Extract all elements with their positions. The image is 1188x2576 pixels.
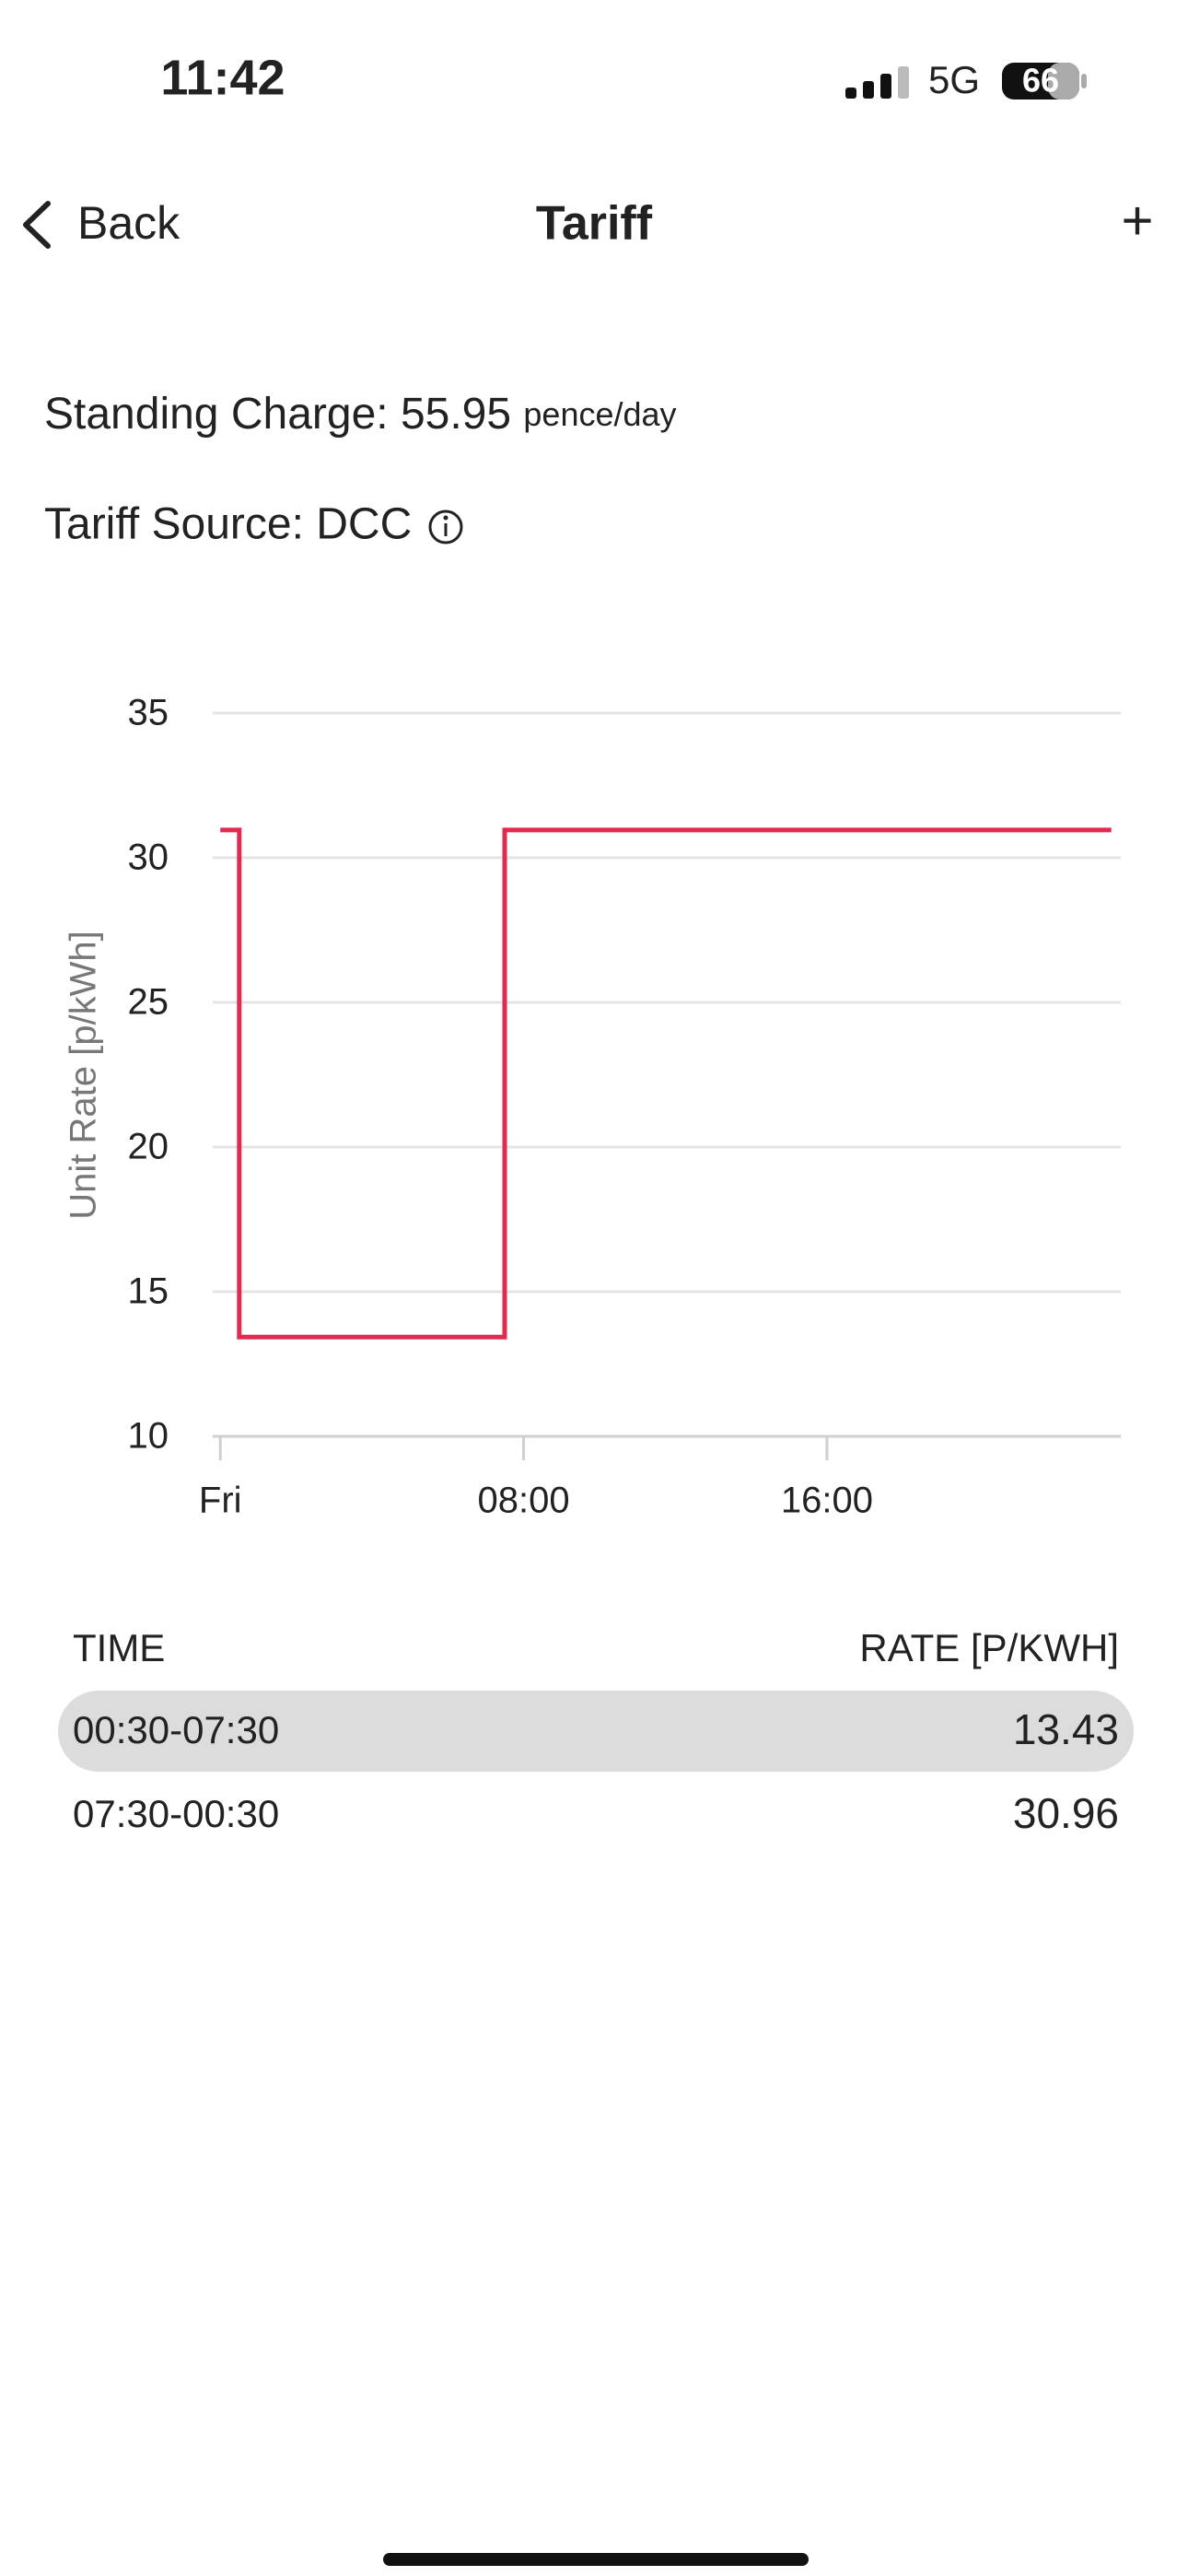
back-button[interactable]: Back [77,197,181,249]
x-tick-label: Fri [199,1481,242,1521]
battery-tip [1081,74,1087,88]
tariff-source: Tariff Source: DCC [44,500,412,549]
battery-label: 66 [1022,62,1059,100]
y-tick-label: 35 [128,693,169,733]
standing-charge: Standing Charge: 55.95 pence/day [44,390,677,439]
time-cell: 07:30-00:30 [73,1792,279,1835]
table-header: TIME [73,1626,165,1669]
home-indicator [383,2553,809,2566]
standing-label: Standing Charge: [44,390,389,439]
y-tick-label: 10 [128,1416,169,1457]
rate-cell: 13.43 [1013,1705,1119,1753]
signal-icon [845,66,909,99]
y-axis-label: Unit Rate [p/kWh] [64,931,104,1219]
y-tick-label: 15 [128,1271,169,1312]
x-tick-label: 16:00 [781,1481,873,1521]
info-icon[interactable] [428,509,463,544]
rate-line [220,827,1112,1340]
standing-unit: pence/day [523,395,676,433]
battery-empty [1048,63,1079,100]
y-tick-label: 30 [128,837,169,878]
chart: 10 15 20 25 30 35 Fri 08:00 16:00 Unit Rate [p/kW… [64,693,1121,1521]
table-header: RATE [P/KWH] [859,1626,1119,1669]
standing-value: 55.95 [401,390,511,439]
nav-title: Tariff [536,197,653,251]
time-cell: 00:30-07:30 [73,1708,279,1751]
status-time: 11:42 [160,50,285,105]
add-button[interactable]: + [1121,190,1153,252]
row-highlight [58,1691,1134,1772]
rate-table: TIME RATE [P/KWH] 00:30-07:30 13.43 07:30-00… [73,1626,1119,1837]
rate-cell: 30.96 [1013,1789,1119,1837]
y-tick-label: 25 [128,982,169,1023]
network-label: 5G [928,58,980,101]
back-chevron[interactable] [23,201,51,249]
x-tick-label: 08:00 [478,1481,570,1521]
y-tick-label: 20 [128,1127,169,1167]
